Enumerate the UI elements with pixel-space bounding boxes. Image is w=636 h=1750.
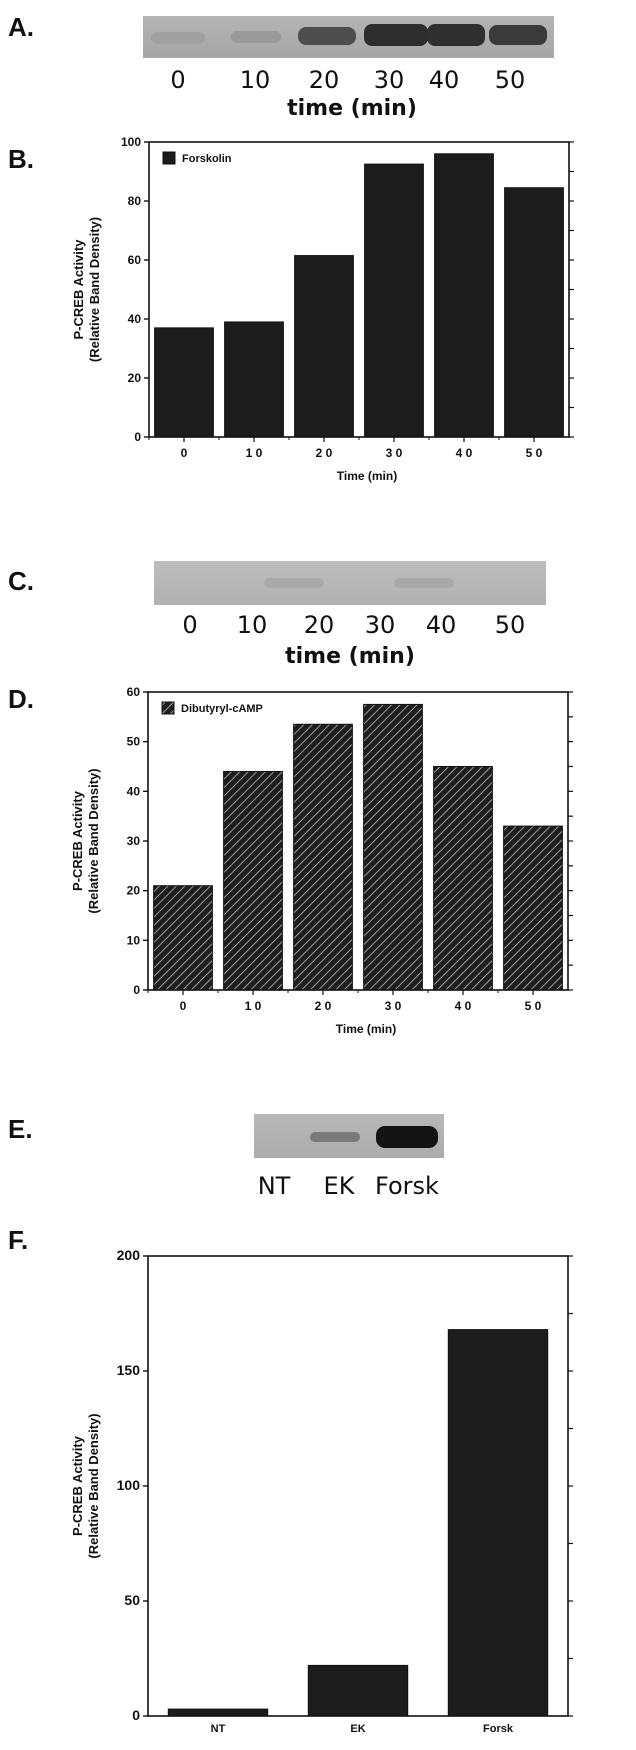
x-tick-label: EK — [350, 1723, 365, 1735]
x-tick-label: 0 — [181, 446, 188, 460]
bar — [434, 153, 494, 438]
lane-label: 30 — [364, 611, 396, 639]
x-tick-label: 5 0 — [525, 999, 542, 1013]
panel-label-f: F. — [8, 1225, 29, 1255]
y-tick-label: 50 — [124, 1592, 140, 1608]
western-blot-a — [143, 16, 554, 58]
y-axis-label-2: (Relative Band Density) — [86, 1413, 101, 1558]
x-tick-label: 4 0 — [456, 446, 473, 460]
bar — [154, 327, 214, 438]
y-tick-label: 40 — [128, 312, 142, 326]
x-tick-label: 0 — [180, 999, 187, 1013]
y-axis-label: P-CREB Activity — [71, 239, 86, 340]
lane-label: EK — [323, 1172, 355, 1200]
bar — [447, 1329, 549, 1717]
band — [264, 578, 324, 588]
y-axis-label-2: (Relative Band Density) — [86, 768, 101, 913]
lane-label: NT — [257, 1172, 291, 1200]
x-tick-label: 4 0 — [455, 999, 472, 1013]
x-tick-label: 1 0 — [246, 446, 263, 460]
bar — [307, 1664, 409, 1717]
panel-label-d: D. — [8, 684, 34, 714]
lane-label: 20 — [303, 611, 335, 639]
y-tick-label: 100 — [121, 135, 141, 149]
x-axis-label: Time (min) — [336, 1022, 396, 1036]
band — [298, 27, 356, 45]
y-axis-label-2: (Relative Band Density) — [87, 217, 102, 362]
lane-label: 40 — [425, 611, 457, 639]
band — [489, 25, 547, 45]
legend-swatch — [161, 701, 175, 715]
y-tick-label: 150 — [117, 1362, 141, 1378]
x-tick-label: Forsk — [483, 1723, 514, 1735]
bar — [433, 766, 493, 991]
blot-axis-title: time (min) — [285, 644, 415, 669]
y-tick-label: 0 — [133, 983, 140, 997]
y-tick-label: 40 — [127, 784, 141, 798]
y-tick-label: 100 — [117, 1477, 141, 1493]
x-tick-label: 3 0 — [386, 446, 403, 460]
lane-label: 30 — [373, 66, 405, 94]
legend-swatch — [162, 151, 176, 165]
band — [231, 31, 281, 43]
chart-d: 0 10 20 30 40 50 60 0 1 0 2 0 3 0 4 0 5 0 Time (min) P… — [70, 685, 573, 1036]
bar — [503, 825, 563, 991]
y-axis-label: P-CREB Activity — [70, 790, 85, 891]
bar — [167, 1708, 269, 1717]
bar — [504, 187, 564, 438]
lane-label: 0 — [182, 611, 198, 639]
y-tick-label: 200 — [117, 1247, 141, 1263]
x-axis-label: Time (min) — [337, 469, 397, 483]
chart-b: 0 20 40 60 80 100 0 1 0 2 0 3 0 4 0 5 0 Time (min) P-… — [71, 135, 574, 483]
y-tick-label: 30 — [127, 834, 141, 848]
band — [151, 32, 205, 44]
panel-label-a: A. — [8, 12, 34, 42]
y-tick-label: 60 — [127, 685, 141, 699]
bar — [153, 885, 213, 991]
x-tick-label: 5 0 — [526, 446, 543, 460]
y-axis-label: P-CREB Activity — [70, 1435, 85, 1536]
y-tick-label: 0 — [134, 430, 141, 444]
lane-label: Forsk — [375, 1172, 439, 1200]
y-tick-label: 80 — [128, 194, 142, 208]
legend-label: Dibutyryl-cAMP — [181, 703, 263, 715]
x-tick-label: 3 0 — [385, 999, 402, 1013]
lane-label: 20 — [308, 66, 340, 94]
bar — [224, 321, 284, 438]
x-tick-label: 2 0 — [316, 446, 333, 460]
blot-axis-title: time (min) — [287, 96, 417, 121]
band — [364, 24, 428, 46]
x-tick-label: 1 0 — [245, 999, 262, 1013]
band — [427, 24, 485, 46]
bar — [223, 770, 283, 991]
bar — [364, 163, 424, 438]
y-tick-label: 10 — [127, 933, 141, 947]
bar — [293, 723, 353, 991]
lane-label: 40 — [428, 66, 460, 94]
western-blot-e — [254, 1114, 444, 1158]
lane-label: 10 — [236, 611, 268, 639]
panel-label-e: E. — [8, 1114, 33, 1144]
lane-label: 0 — [170, 66, 186, 94]
lane-label: 50 — [494, 611, 526, 639]
western-blot-c — [154, 561, 546, 605]
panel-label-b: B. — [8, 144, 34, 174]
x-tick-label: NT — [211, 1723, 226, 1735]
y-tick-label: 50 — [127, 735, 141, 749]
band — [376, 1126, 438, 1148]
y-tick-label: 60 — [128, 253, 142, 267]
band — [394, 578, 454, 588]
lane-label: 50 — [494, 66, 526, 94]
y-tick-label: 0 — [132, 1707, 140, 1723]
chart-f: 0 50 100 150 200 NT EK Forsk P-CREB Activity (Rel… — [70, 1247, 573, 1735]
legend-label: Forskolin — [182, 153, 232, 165]
bar — [294, 255, 354, 438]
x-tick-label: 2 0 — [315, 999, 332, 1013]
lane-label: 10 — [239, 66, 271, 94]
y-tick-label: 20 — [127, 884, 141, 898]
y-tick-label: 20 — [128, 371, 142, 385]
panel-label-c: C. — [8, 566, 34, 596]
band — [310, 1132, 360, 1142]
bar — [363, 703, 423, 991]
